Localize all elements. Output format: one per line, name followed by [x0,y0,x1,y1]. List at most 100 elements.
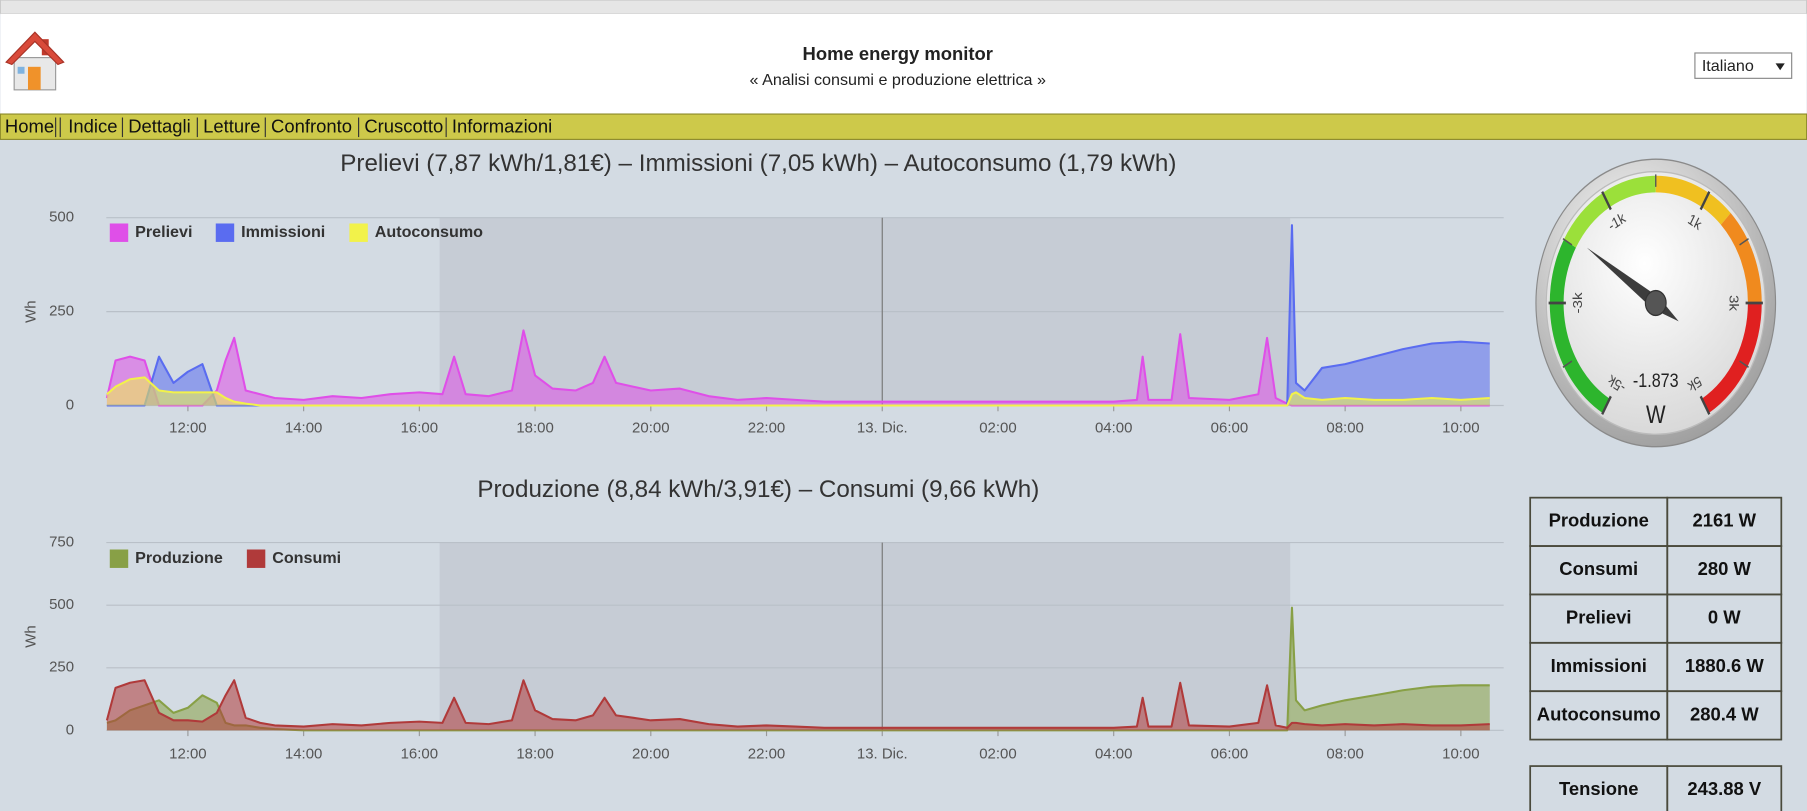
legend-swatch [349,223,368,242]
header [0,13,1807,115]
x-tick-label: 10:00 [1442,419,1479,436]
area-fill [106,377,1490,406]
x-tick-label: 20:00 [632,419,669,436]
select-box [1694,52,1793,79]
chart-title: Produzione (8,84 kWh/3,91€) – Consumi (9… [477,476,1039,503]
x-tick-label: 02:00 [979,419,1016,436]
y-axis-label: Wh [22,300,39,322]
x-tick-label: 22:00 [748,746,785,763]
house-door [27,66,41,90]
gauge-band [1701,302,1762,414]
legend-label[interactable]: Immissioni [241,223,325,241]
x-tick-label: 04:00 [1095,419,1132,436]
gauge-tick [1699,190,1711,211]
x-tick-label: 04:00 [1095,746,1132,763]
y-tick-label: 250 [49,659,74,676]
nav-link[interactable]: Home [5,116,54,137]
select-arrow [1775,63,1785,71]
house-roof [5,31,65,66]
plot-band [439,542,1291,731]
x-tick-label: 13. Dic. [857,419,908,436]
gauge-tick [1601,190,1612,211]
site-title: Home energy monitor [803,43,993,64]
table-cell [1666,765,1783,811]
table-value: 243.88 V [1687,778,1761,799]
x-tick-label: 18:00 [516,746,553,763]
series-line [105,329,1490,407]
gauge-band [1549,239,1610,414]
x-tick-label: 14:00 [285,419,322,436]
nav-bar [0,113,1807,140]
nav-link[interactable]: Letture [203,116,260,137]
x-tick-label: 18:00 [516,419,553,436]
legend-swatch [215,223,235,242]
x-tick-label: 08:00 [1326,746,1363,763]
gauge-value: -1.873 [1633,369,1679,391]
chart-title: Prelievi (7,87 kWh/1,81€) – Immissioni (… [340,150,1176,177]
legend-label[interactable]: Consumi [272,549,341,567]
x-tick-label: 16:00 [401,746,438,763]
gauge-unit: W [1646,400,1666,428]
y-tick-label: 0 [66,721,74,738]
x-tick-label: 16:00 [401,419,438,436]
table-value: 280 W [1698,558,1752,579]
x-tick-label: 08:00 [1326,419,1363,436]
gauge-minor-tick [1562,237,1573,246]
table-label: Consumi [1559,558,1638,579]
legend-swatch [109,223,129,242]
x-tick-label: 22:00 [748,419,785,436]
area-fill [106,607,1490,731]
gauge-tick-label: -3k [1570,291,1584,313]
site-subtitle: « Analisi consumi e produzione elettrica… [750,71,1046,89]
nav-link[interactable]: Dettagli [128,116,190,137]
y-tick-label: 500 [49,596,74,613]
y-tick-label: 0 [66,396,74,413]
legend-label[interactable]: Produzione [135,549,223,567]
table-value: 2161 W [1693,510,1757,531]
area-fill [106,680,1490,731]
area-fill [106,330,1490,406]
area-fill [106,225,1490,406]
gauge-minor-tick [1739,360,1749,368]
gauge-band [1563,175,1656,248]
legend-swatch [246,549,266,568]
gauge-minor-tick [1739,237,1749,246]
gauge-tick [1601,395,1612,416]
y-axis-label: Wh [22,625,39,647]
table-value: 0 W [1708,606,1741,627]
x-tick-label: 12:00 [169,746,206,763]
table-label: Tensione [1559,778,1639,799]
y-tick-label: 500 [49,209,74,226]
table-cell [1666,690,1783,741]
nav-link[interactable]: Informazioni [452,116,552,137]
table-label: Prelievi [1566,606,1632,627]
x-tick-label: 06:00 [1211,746,1248,763]
table-value: 1880.6 W [1685,655,1764,676]
x-tick-label: 10:00 [1442,746,1479,763]
language-select[interactable]: Italiano [1694,52,1793,79]
series-line [105,679,1490,729]
gauge-band [1655,175,1731,225]
gauge-minor-tick [1562,360,1573,368]
x-tick-label: 20:00 [632,746,669,763]
nav-link[interactable]: Cruscotto [364,116,443,137]
gauge-hub [1644,289,1667,317]
table-value: 280.4 W [1690,703,1759,724]
legend-label[interactable]: Prelievi [135,223,192,241]
x-tick-label: 14:00 [285,746,322,763]
select-value: Italiano [1702,57,1754,75]
x-tick-label: 13. Dic. [857,746,908,763]
series-line [106,376,1490,407]
logo[interactable] [5,31,65,91]
table-label: Autoconsumo [1537,703,1661,724]
table-label: Immissioni [1551,655,1647,676]
nav-link[interactable]: Confronto [271,116,352,137]
legend-label[interactable]: Autoconsumo [375,223,483,241]
table-label: Produzione [1549,510,1649,531]
browser-strip [0,0,1807,15]
nav-link[interactable]: Indice [68,116,117,137]
gauge-tick [1699,395,1711,416]
